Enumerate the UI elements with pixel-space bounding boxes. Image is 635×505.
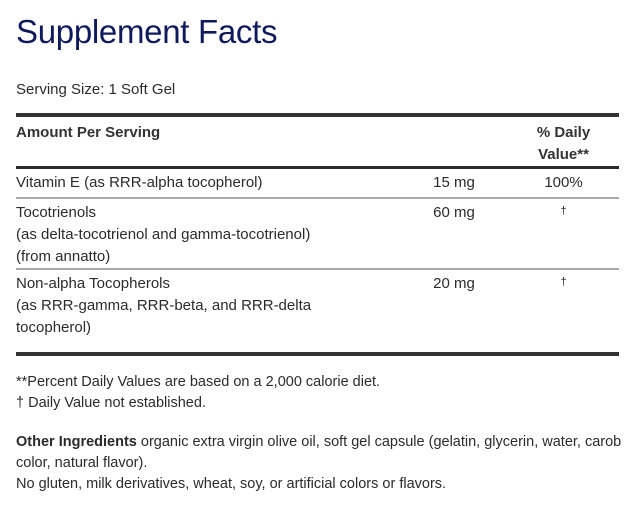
nutrient-dv: 100% (544, 174, 583, 191)
serving-size: Serving Size: 1 Soft Gel (16, 81, 176, 98)
other-ingredients-label: Other Ingredients (16, 434, 137, 450)
nutrient-detail: (from annatto) (16, 248, 111, 265)
nutrient-name: Vitamin E (as RRR-alpha tocopherol) (16, 174, 263, 191)
footnote-not-established: † Daily Value not established. (16, 395, 206, 411)
supplement-facts-table: Amount Per Serving % Daily Value** Vitam… (16, 113, 619, 356)
table-row: Non-alpha Tocopherols (as RRR-gamma, RRR… (16, 270, 619, 352)
nutrient-detail: (as RRR-gamma, RRR-beta, and RRR-delta (16, 297, 312, 314)
nutrient-amount: 60 mg (433, 204, 475, 221)
footnote-percent-dv: **Percent Daily Values are based on a 2,… (16, 374, 381, 390)
header-dv-line1: % Daily (536, 124, 591, 141)
nutrient-name: Non-alpha Tocopherols (16, 275, 170, 292)
table-header: Amount Per Serving % Daily Value** (16, 117, 619, 169)
nutrient-detail: tocopherol) (16, 319, 92, 336)
header-dv-line2: Value** (538, 146, 589, 163)
table-row: Tocotrienols (as delta-tocotrienol and g… (16, 199, 619, 270)
nutrient-cell: Tocotrienols (as delta-tocotrienol and g… (16, 202, 400, 268)
page-title: Supplement Facts (16, 13, 278, 50)
header-daily-value: % Daily Value** (508, 122, 619, 166)
other-ingredients-text: organic extra virgin olive oil, soft gel… (16, 434, 622, 471)
footnotes-section: **Percent Daily Values are based on a 2,… (16, 372, 626, 495)
header-amount-col (400, 122, 508, 166)
nutrient-amount: 15 mg (433, 174, 475, 191)
header-amount-per-serving: Amount Per Serving (16, 124, 161, 141)
nutrient-amount: 20 mg (433, 275, 475, 292)
table-row: Vitamin E (as RRR-alpha tocopherol) 15 m… (16, 169, 619, 199)
nutrient-dv: † (560, 276, 567, 288)
other-ingredients: Other Ingredients organic extra virgin o… (16, 432, 626, 474)
nutrient-name: Tocotrienols (16, 204, 97, 221)
nutrient-dv: † (560, 205, 567, 217)
nutrient-cell: Non-alpha Tocopherols (as RRR-gamma, RRR… (16, 273, 400, 352)
nutrient-detail: (as delta-tocotrienol and gamma-tocotrie… (16, 226, 311, 243)
free-from-statement: No gluten, milk derivatives, wheat, soy,… (16, 476, 447, 492)
